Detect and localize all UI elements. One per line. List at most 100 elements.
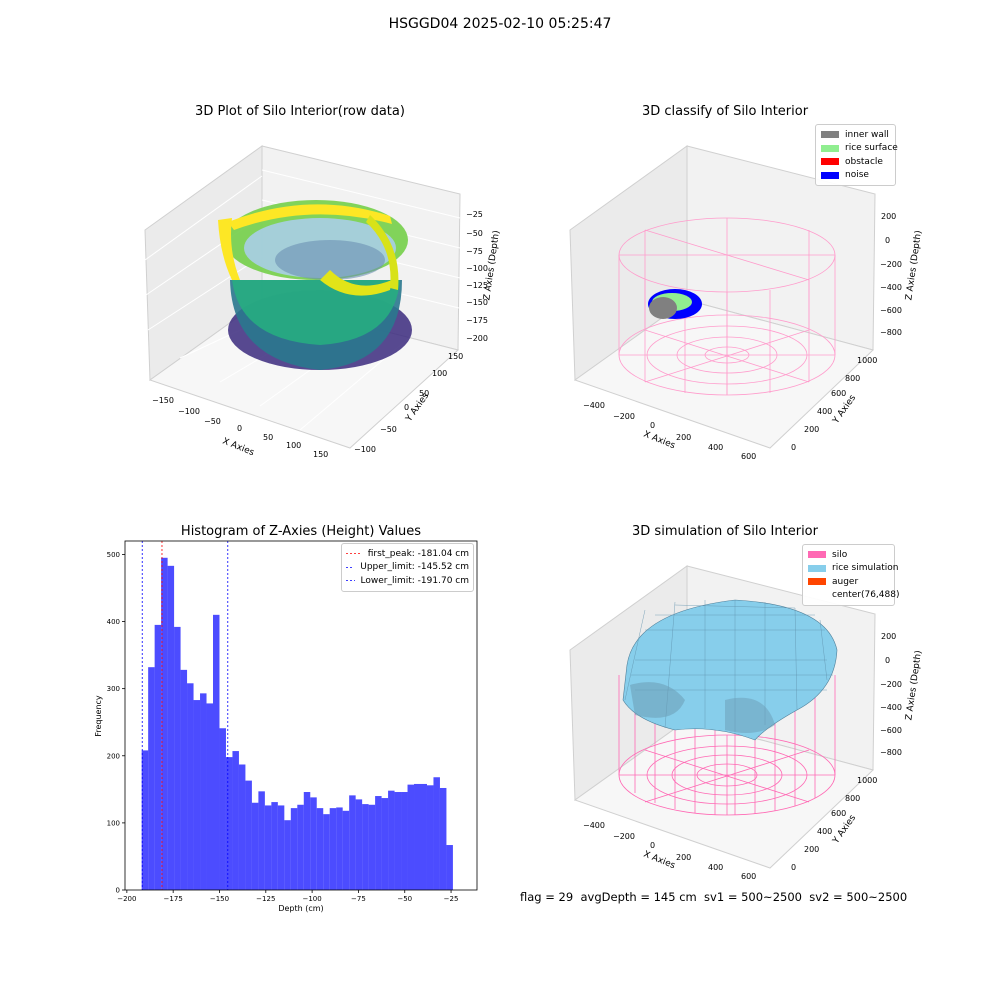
simulation-x-tick: 0 [650, 841, 655, 850]
classify-x-tick: 600 [741, 452, 756, 460]
histogram-bar [219, 728, 226, 890]
classify-z-tick: 0 [885, 236, 890, 245]
histogram-bar [316, 808, 324, 890]
legend-entry-inner-wall: inner wall [821, 128, 890, 142]
classify-x-ticks: −400 −200 0 200 400 600 [583, 401, 756, 460]
histogram-bar [355, 799, 363, 890]
classify-y-tick: 200 [804, 425, 819, 434]
histogram-x-tick-label: −200 [117, 895, 136, 903]
legend-entry-upper-limit: Upper_limit: -145.52 cm [346, 561, 469, 575]
legend-entry-lower-limit: Lower_limit: -191.70 cm [346, 574, 469, 588]
legend-entry-first-peak: first_peak: -181.04 cm [346, 547, 469, 561]
classify-z-tick: −600 [880, 306, 902, 315]
simulation-y-ticks: 0 200 400 600 800 1000 [791, 776, 877, 872]
histogram-bar [264, 805, 272, 890]
legend-label: Lower_limit: -191.70 cm [360, 575, 469, 586]
histogram-bar [174, 626, 181, 890]
histogram-axes-frame [124, 540, 478, 891]
raw-z-tick: −125 [466, 281, 488, 290]
simulation-legend: silo rice simulation auger center(76,488… [802, 544, 899, 606]
histogram-y-tick-label: 100 [107, 819, 120, 827]
raw-3d-scatter: −25 −50 −75 −100 −125 −150 −175 −200 Z A… [144, 145, 500, 459]
classify-plot-title: 3D classify of Silo Interior [641, 104, 809, 119]
raw-z-tick: −150 [466, 298, 488, 307]
classify-3d-plot: 200 0 −200 −400 −600 −800 Z Axies (Depth… [569, 145, 924, 460]
legend-line-swatch [346, 553, 362, 555]
legend-swatch [821, 144, 839, 152]
raw-z-tick: −50 [466, 229, 483, 238]
histogram-bar [232, 751, 239, 890]
simulation-y-tick: 200 [804, 845, 819, 854]
histogram-bar [271, 802, 278, 890]
histogram-bar [245, 780, 252, 890]
simulation-x-label: X Axies [642, 850, 677, 872]
legend-entry-obstacle: obstacle [821, 155, 890, 169]
histogram-bar [251, 802, 259, 890]
legend-label: silo [832, 549, 848, 560]
histogram-bar [362, 804, 369, 890]
histogram-bar [193, 700, 201, 890]
classify-y-tick: 0 [791, 443, 796, 452]
histogram-bar [297, 804, 304, 890]
legend-entry-silo: silo [808, 548, 889, 562]
simulation-x-tick: −200 [613, 832, 635, 841]
raw-z-ticks: −25 −50 −75 −100 −125 −150 −175 −200 [466, 210, 488, 343]
raw-x-ticks: −150 −100 −50 0 50 100 150 [152, 396, 328, 459]
histogram-bar [342, 810, 350, 890]
histogram-title: Histogram of Z-Axies (Height) Values [180, 524, 422, 539]
raw-y-tick: 150 [448, 352, 463, 361]
classify-x-tick: −400 [583, 401, 605, 410]
legend-label: Upper_limit: -145.52 cm [360, 562, 469, 573]
raw-y-ticks: −100 −50 0 50 100 150 [354, 352, 463, 454]
classify-legend: inner wall rice surface obstacle noise [815, 124, 898, 186]
histogram-bar [426, 785, 434, 890]
legend-label: first_peak: -181.04 cm [367, 548, 469, 559]
histogram-bar [225, 757, 233, 890]
histogram-bar [161, 557, 168, 890]
legend-swatch [808, 551, 826, 559]
legend-label: center(76,488) [832, 590, 900, 601]
histogram-y-tick-label: 500 [107, 551, 120, 559]
legend-entry-noise: noise [821, 169, 890, 183]
histogram-bar [388, 790, 395, 890]
legend-label: obstacle [845, 156, 883, 167]
histogram-y-tick-label: 400 [107, 618, 120, 626]
classify-z-tick: −800 [880, 328, 902, 337]
classify-x-tick: −200 [613, 412, 635, 421]
simulation-x-tick: 200 [676, 853, 691, 862]
classify-z-tick: −200 [880, 260, 902, 269]
raw-y-tick: 0 [404, 403, 409, 412]
figure-title: HSGGD04 2025-02-10 05:25:47 [388, 16, 612, 32]
classify-z-ticks: 200 0 −200 −400 −600 −800 [880, 212, 902, 337]
classify-y-tick: 600 [831, 389, 846, 398]
simulation-z-tick: −400 [880, 703, 902, 712]
histogram-x-label: Depth (cm) [278, 904, 323, 913]
raw-point-cloud [218, 200, 412, 370]
simulation-y-label: Y Axies [831, 813, 859, 846]
histogram-bar [303, 792, 311, 890]
simulation-3d-plot: 200 0 −200 −400 −600 −800 Z Axies (Depth… [569, 565, 924, 880]
histogram-bar [349, 795, 356, 890]
legend-swatch [821, 158, 839, 166]
histogram-legend: first_peak: -181.04 cm Upper_limit: -145… [341, 543, 474, 592]
legend-entry-rice-surface: rice surface [821, 142, 898, 156]
histogram-bar [154, 624, 162, 890]
histogram-bar [433, 777, 440, 890]
legend-label: rice simulation [832, 563, 899, 574]
simulation-x-tick: −400 [583, 821, 605, 830]
histogram-x-tick-label: −175 [164, 895, 183, 903]
classify-z-tick: −400 [880, 283, 902, 292]
histogram-chart: −200 −175 −150 −125 −100 −75 −50 −25 0 100 200 300… [94, 540, 478, 913]
simulation-y-tick: 800 [845, 794, 860, 803]
histogram-bar [148, 667, 155, 890]
simulation-z-label: Z Axies (Depth) [904, 650, 924, 721]
histogram-bar [141, 750, 149, 890]
classify-x-tick: 400 [708, 443, 723, 452]
simulation-y-tick: 400 [817, 827, 832, 836]
histogram-x-tick-label: −150 [210, 895, 229, 903]
raw-y-tick: −100 [354, 445, 376, 454]
histogram-x-tick-label: −25 [444, 895, 459, 903]
legend-swatch [821, 171, 839, 179]
simulation-x-tick: 400 [708, 863, 723, 872]
status-line: flag = 29 avgDepth = 145 cm sv1 = 500~25… [520, 890, 908, 904]
